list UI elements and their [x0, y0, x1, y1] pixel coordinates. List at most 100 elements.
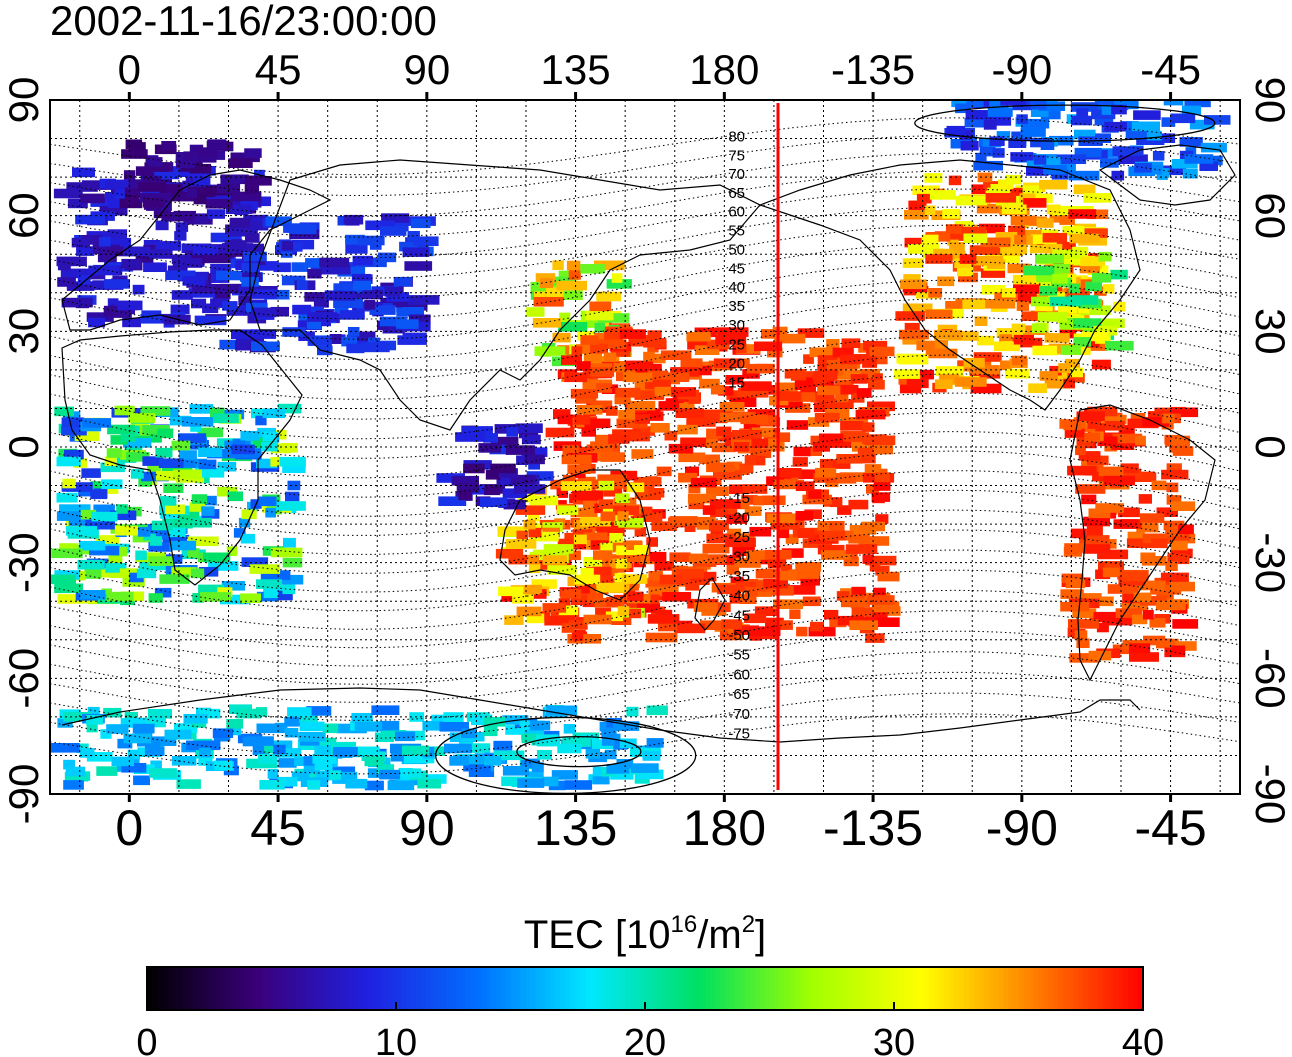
- tec-cell: [1167, 554, 1190, 565]
- tec-cell: [1046, 204, 1061, 215]
- tec-cell: [860, 369, 875, 379]
- tec-cell: [90, 481, 102, 491]
- tec-cell: [1086, 209, 1109, 220]
- tec-cell: [581, 427, 596, 437]
- tec-cell: [985, 116, 1012, 126]
- tec-cell: [580, 593, 603, 604]
- tec-cell: [721, 619, 742, 629]
- colorbar-tick-labels: 0 10 20 30 40: [136, 1002, 1164, 1057]
- tec-cell: [718, 386, 734, 396]
- tec-cell: [490, 463, 516, 474]
- tec-cell: [744, 455, 757, 465]
- tec-cell: [777, 391, 802, 401]
- tec-cell: [107, 246, 136, 257]
- tec-cell: [977, 172, 993, 183]
- colorbar-segment: [311, 967, 317, 1010]
- colorbar-segment: [535, 967, 542, 1010]
- x-tick-label-bottom: 180: [683, 800, 766, 856]
- tec-cell: [1107, 584, 1139, 594]
- mlat-label: -25: [728, 529, 750, 546]
- colorbar-segment: [166, 967, 173, 1010]
- colorbar-segment: [739, 967, 746, 1010]
- mlat-label: -65: [728, 686, 750, 703]
- tec-cell: [1066, 289, 1090, 299]
- tec-cell: [645, 578, 673, 588]
- tec-cell: [1044, 378, 1075, 389]
- tec-cell: [797, 328, 825, 338]
- colorbar-segment: [874, 967, 880, 1010]
- tec-cell: [297, 713, 318, 723]
- tec-cell: [438, 496, 467, 506]
- tec-cell: [973, 255, 1004, 266]
- tec-cell: [233, 528, 246, 538]
- tec-cell: [864, 612, 888, 622]
- tec-cell: [1079, 263, 1100, 274]
- tec-cell: [824, 609, 839, 620]
- tec-cell: [346, 343, 365, 354]
- x-axis-major-tick-bottom: [574, 794, 578, 802]
- tec-cell: [171, 290, 193, 300]
- tec-cell: [190, 422, 202, 432]
- tec-cell: [210, 298, 230, 308]
- tec-cell: [352, 280, 371, 291]
- y-tick-label-left: 0: [0, 435, 47, 458]
- tec-cell: [255, 415, 267, 426]
- tec-cell: [575, 394, 597, 404]
- tec-cell: [1118, 507, 1140, 518]
- tec-cell: [493, 750, 525, 761]
- x-axis-major-tick-bottom: [722, 794, 726, 802]
- tec-cell: [1059, 215, 1075, 225]
- colorbar-segment: [958, 967, 965, 1010]
- colorbar-gradient: [147, 967, 1144, 1010]
- tec-cell: [719, 402, 745, 412]
- tec-cell: [109, 237, 132, 248]
- tec-cell: [826, 399, 854, 409]
- tec-cell: [89, 545, 120, 556]
- colorbar-segment: [1118, 967, 1124, 1010]
- tec-cell: [1075, 484, 1106, 494]
- tec-cell: [81, 235, 102, 245]
- colorbar-segment: [630, 967, 636, 1010]
- tec-cell: [977, 335, 994, 346]
- tec-cell: [449, 756, 469, 766]
- tec-cell: [1111, 440, 1135, 450]
- y-tick-label-left: 30: [0, 308, 47, 355]
- tec-cell: [999, 246, 1023, 256]
- tec-cell: [1058, 363, 1070, 373]
- tec-cell: [1061, 573, 1084, 584]
- tec-cell: [443, 712, 464, 722]
- tec-cell: [193, 245, 218, 255]
- colorbar-segment: [171, 967, 178, 1010]
- tec-cell: [352, 331, 376, 342]
- tec-cell: [610, 770, 634, 780]
- colorbar-segment: [1098, 967, 1104, 1010]
- tec-cell: [1125, 129, 1153, 140]
- tec-cell: [752, 427, 774, 437]
- mlat-contour: [50, 651, 1240, 721]
- tec-cell: [711, 442, 736, 453]
- tec-cell: [282, 327, 306, 337]
- tec-cell: [1104, 121, 1127, 132]
- tec-cell: [1145, 165, 1163, 175]
- tec-cell: [1050, 370, 1074, 380]
- tec-cell: [643, 351, 655, 362]
- colorbar-segment: [1128, 967, 1134, 1010]
- tec-cell: [226, 546, 238, 556]
- tec-cell: [298, 732, 326, 742]
- tec-cell: [208, 561, 239, 571]
- colorbar-label: TEC [1016/m2]: [524, 911, 766, 957]
- tec-cell: [505, 539, 537, 549]
- tec-cell: [849, 620, 879, 630]
- colorbar-segment: [400, 967, 407, 1010]
- tec-cell: [558, 322, 588, 332]
- tec-cell: [1051, 170, 1069, 180]
- tec-cell: [198, 756, 213, 766]
- tec-cell: [709, 521, 724, 532]
- tec-cell: [970, 383, 1002, 394]
- x-tick-label-top: 90: [403, 46, 450, 93]
- tec-cell: [995, 232, 1018, 242]
- colorbar-segment: [430, 967, 437, 1010]
- y-tick-label-left: -30: [0, 532, 47, 593]
- tec-cell: [945, 301, 964, 311]
- tec-cell: [256, 579, 282, 589]
